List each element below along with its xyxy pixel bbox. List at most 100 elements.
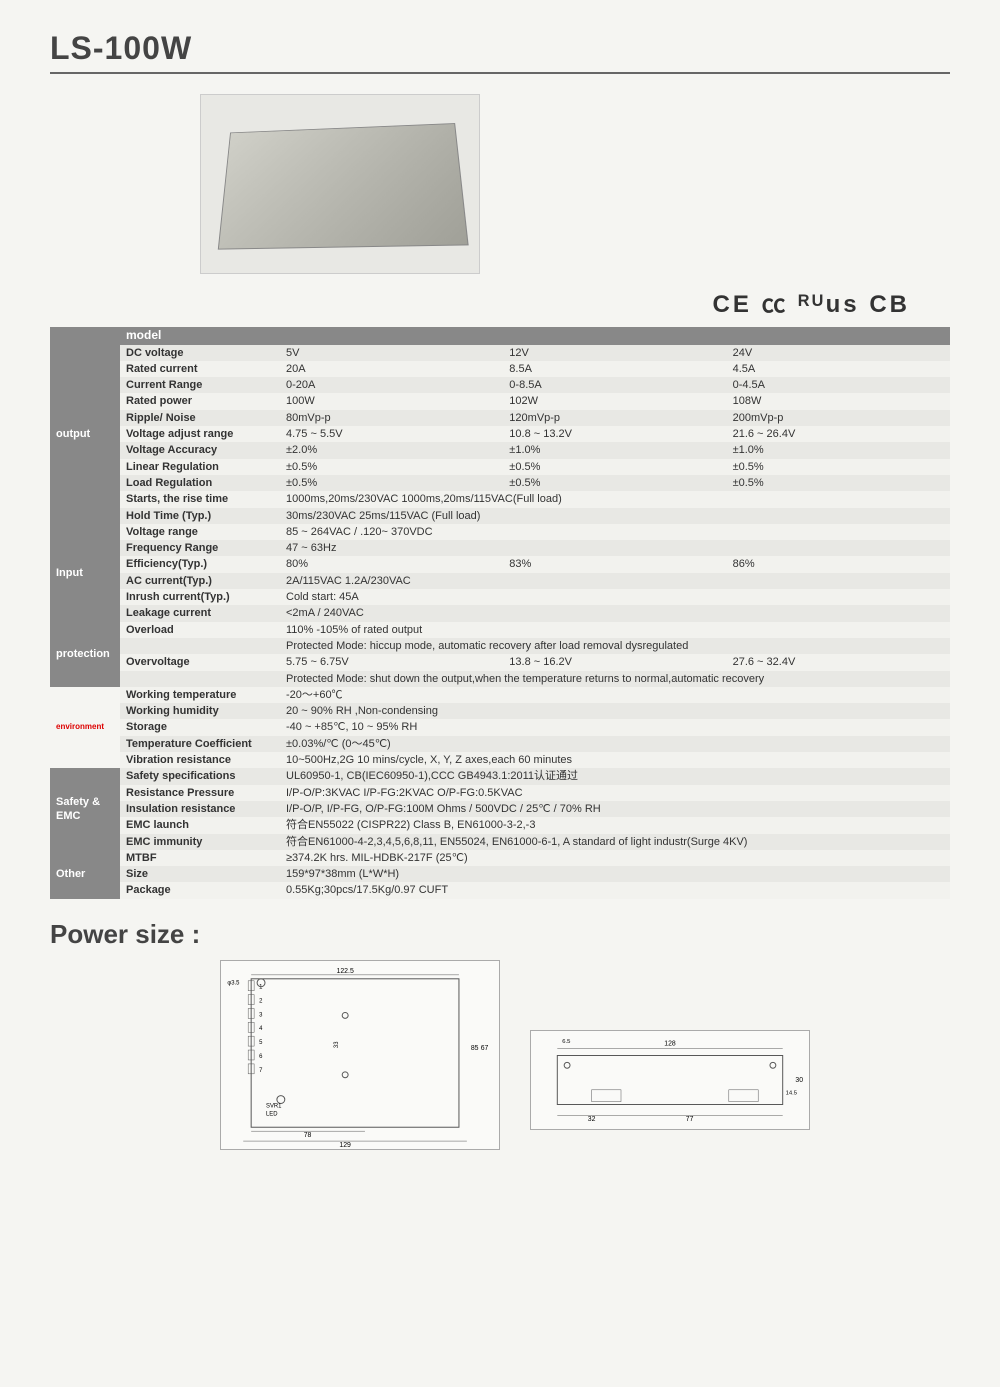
param-label xyxy=(120,671,280,687)
svg-text:14.5: 14.5 xyxy=(786,1090,798,1096)
svg-text:122.5: 122.5 xyxy=(337,968,354,975)
spec-value: 27.6 ~ 32.4V xyxy=(727,654,950,670)
section-label: Other xyxy=(50,850,120,899)
param-label: Leakage current xyxy=(120,605,280,621)
spec-value: 12V xyxy=(503,345,726,361)
param-label: Current Range xyxy=(120,377,280,393)
svg-text:1: 1 xyxy=(259,984,262,990)
param-label: Load Regulation xyxy=(120,475,280,491)
param-label: Starts, the rise time xyxy=(120,491,280,507)
param-label: Voltage range xyxy=(120,524,280,540)
spec-value: UL60950-1, CB(IEC60950-1),CCC GB4943.1:2… xyxy=(280,768,950,784)
spec-value: 24V xyxy=(727,345,950,361)
top-view-diagram: 1 2 3 4 5 6 7 SVR1 LED 122.5 129 78 85 6… xyxy=(220,960,500,1150)
svg-text:φ3.5: φ3.5 xyxy=(227,980,240,986)
param-label: Inrush current(Typ.) xyxy=(120,589,280,605)
spec-row: Size159*97*38mm (L*W*H) xyxy=(50,866,950,882)
spec-value: 100W xyxy=(280,393,503,409)
param-label: Voltage Accuracy xyxy=(120,442,280,458)
spec-value: 0-20A xyxy=(280,377,503,393)
spec-row: Working humidity20 ~ 90% RH ,Non-condens… xyxy=(50,703,950,719)
spec-row: Voltage adjust range4.75 ~ 5.5V10.8 ~ 13… xyxy=(50,426,950,442)
spec-row: protectionOverload110% -105% of rated ou… xyxy=(50,622,950,638)
spec-value: ±1.0% xyxy=(503,442,726,458)
svg-text:5: 5 xyxy=(259,1040,263,1046)
svg-text:6: 6 xyxy=(259,1054,263,1060)
spec-value: ±0.03%/℃ (0～45℃) xyxy=(280,736,950,752)
svg-text:77: 77 xyxy=(686,1116,694,1123)
spec-value: 1000ms,20ms/230VAC 1000ms,20ms/115VAC(Fu… xyxy=(280,491,950,507)
spec-value: 2A/115VAC 1.2A/230VAC xyxy=(280,573,950,589)
spec-value: 10.8 ~ 13.2V xyxy=(503,426,726,442)
spec-value: ±0.5% xyxy=(503,475,726,491)
spec-value: 0-4.5A xyxy=(727,377,950,393)
spec-row: Package0.55Kg;30pcs/17.5Kg/0.97 CUFT xyxy=(50,882,950,898)
param-label: Frequency Range xyxy=(120,540,280,556)
spec-value: 80mVp-p xyxy=(280,410,503,426)
param-label: Rated power xyxy=(120,393,280,409)
spec-value: ±0.5% xyxy=(503,459,726,475)
spec-row: Rated current20A8.5A4.5A xyxy=(50,361,950,377)
param-label: Vibration resistance xyxy=(120,752,280,768)
spec-row: environmentWorking temperature-20～+60℃ xyxy=(50,687,950,703)
spec-value: 86% xyxy=(727,556,950,572)
param-label: EMC launch xyxy=(120,817,280,833)
param-label: Resistance Pressure xyxy=(120,785,280,801)
spec-value: 5.75 ~ 6.75V xyxy=(280,654,503,670)
spec-row: EMC immunity符合EN61000-4-2,3,4,5,6,8,11, … xyxy=(50,834,950,850)
spec-value: 30ms/230VAC 25ms/115VAC (Full load) xyxy=(280,508,950,524)
spec-row: EMC launch符合EN55022 (CISPR22) Class B, E… xyxy=(50,817,950,833)
spec-value: ±0.5% xyxy=(727,459,950,475)
page-title: LS-100W xyxy=(50,30,950,74)
param-label: EMC immunity xyxy=(120,834,280,850)
spec-value: 47 ~ 63Hz xyxy=(280,540,950,556)
spec-row: Leakage current<2mA / 240VAC xyxy=(50,605,950,621)
spec-value: 200mVp-p xyxy=(727,410,950,426)
section-label: environment xyxy=(50,687,120,768)
param-label: Storage xyxy=(120,719,280,735)
spec-value: 83% xyxy=(503,556,726,572)
spec-value: 4.75 ~ 5.5V xyxy=(280,426,503,442)
spec-value: 102W xyxy=(503,393,726,409)
svg-text:85: 85 xyxy=(471,1045,479,1052)
param-label: Package xyxy=(120,882,280,898)
spec-row: Protected Mode: hiccup mode, automatic r… xyxy=(50,638,950,654)
spec-value: ±0.5% xyxy=(280,459,503,475)
spec-value: 10~500Hz,2G 10 mins/cycle, X, Y, Z axes,… xyxy=(280,752,950,768)
spec-row: Load Regulation±0.5%±0.5%±0.5% xyxy=(50,475,950,491)
param-label: Working temperature xyxy=(120,687,280,703)
spec-value: 80% xyxy=(280,556,503,572)
spec-value: Cold start: 45A xyxy=(280,589,950,605)
param-label: Efficiency(Typ.) xyxy=(120,556,280,572)
param-label: AC current(Typ.) xyxy=(120,573,280,589)
spec-row: Vibration resistance10~500Hz,2G 10 mins/… xyxy=(50,752,950,768)
spec-value: Protected Mode: shut down the output,whe… xyxy=(280,671,950,687)
spec-value: 符合EN61000-4-2,3,4,5,6,8,11, EN55024, EN6… xyxy=(280,834,950,850)
spec-row: outputDC voltage5V12V24V xyxy=(50,345,950,361)
section-label: Input xyxy=(50,524,120,622)
spec-value: ±0.5% xyxy=(727,475,950,491)
svg-text:32: 32 xyxy=(588,1116,596,1123)
spec-row: Inrush current(Typ.)Cold start: 45A xyxy=(50,589,950,605)
svg-text:33: 33 xyxy=(334,1040,340,1047)
spec-row: Storage-40 ~ +85℃, 10 ~ 95% RH xyxy=(50,719,950,735)
spec-row: Linear Regulation±0.5%±0.5%±0.5% xyxy=(50,459,950,475)
svg-text:4: 4 xyxy=(259,1026,263,1032)
spec-value: ±0.5% xyxy=(280,475,503,491)
product-photo xyxy=(200,94,480,274)
svg-text:3: 3 xyxy=(259,1012,263,1018)
param-label: Rated current xyxy=(120,361,280,377)
spec-row: Protected Mode: shut down the output,whe… xyxy=(50,671,950,687)
svg-text:30: 30 xyxy=(795,1077,803,1084)
svg-text:67: 67 xyxy=(481,1045,489,1052)
param-label: Size xyxy=(120,866,280,882)
param-label: Linear Regulation xyxy=(120,459,280,475)
spec-value: -20～+60℃ xyxy=(280,687,950,703)
spec-row: Insulation resistanceI/P-O/P, I/P-FG, O/… xyxy=(50,801,950,817)
spec-row: Resistance PressureI/P-O/P:3KVAC I/P-FG:… xyxy=(50,785,950,801)
spec-value: 0.55Kg;30pcs/17.5Kg/0.97 CUFT xyxy=(280,882,950,898)
section-label: Safety & EMC xyxy=(50,768,120,849)
svg-text:LED: LED xyxy=(266,1111,278,1117)
spec-value: 159*97*38mm (L*W*H) xyxy=(280,866,950,882)
spec-value: I/P-O/P, I/P-FG, O/P-FG:100M Ohms / 500V… xyxy=(280,801,950,817)
